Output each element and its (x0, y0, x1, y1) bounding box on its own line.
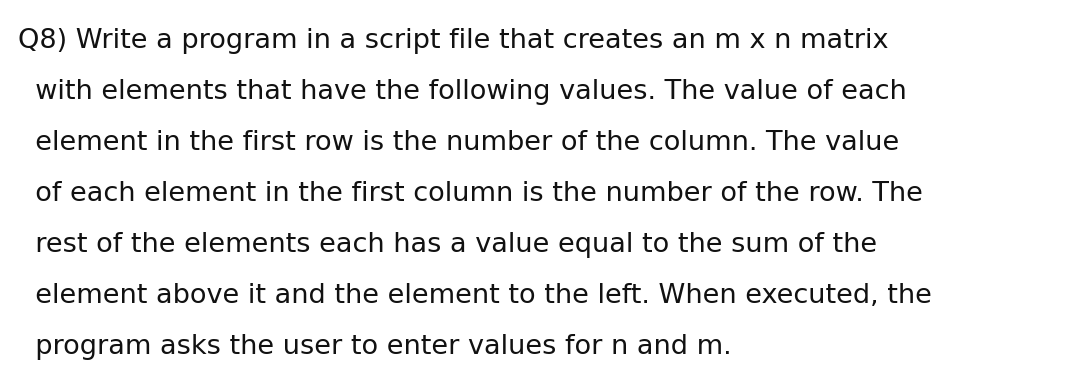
Text: Q8) Write a program in a script file that creates an m x n matrix: Q8) Write a program in a script file tha… (18, 28, 889, 54)
Text: element above it and the element to the left. When executed, the: element above it and the element to the … (18, 283, 932, 309)
Text: with elements that have the following values. The value of each: with elements that have the following va… (18, 79, 907, 105)
Text: rest of the elements each has a value equal to the sum of the: rest of the elements each has a value eq… (18, 232, 877, 258)
Text: of each element in the first column is the number of the row. The: of each element in the first column is t… (18, 181, 923, 207)
Text: program asks the user to enter values for n and m.: program asks the user to enter values fo… (18, 334, 731, 360)
Text: element in the first row is the number of the column. The value: element in the first row is the number o… (18, 130, 900, 156)
